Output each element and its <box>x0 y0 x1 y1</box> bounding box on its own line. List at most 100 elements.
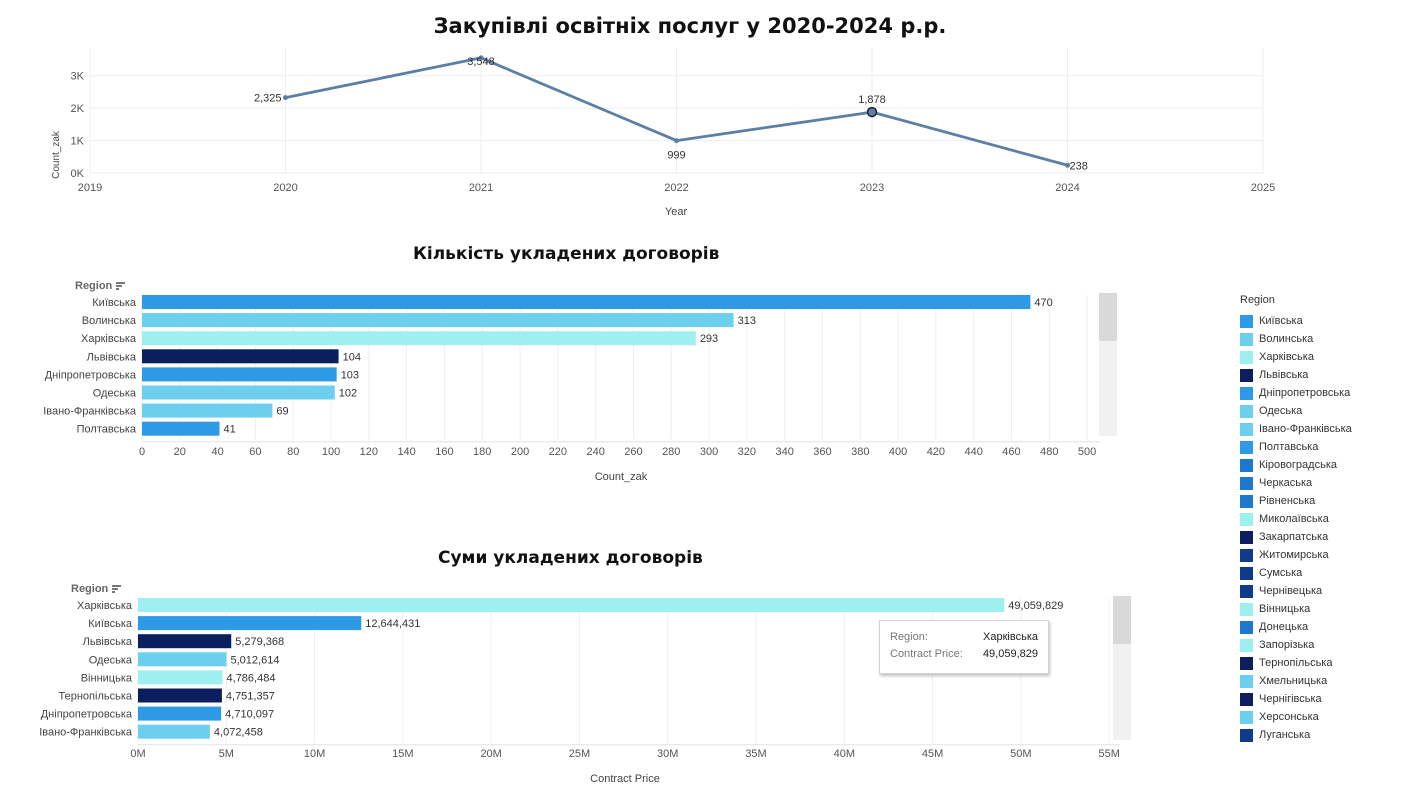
line-chart-point[interactable] <box>478 55 484 61</box>
legend-swatch <box>1240 728 1253 742</box>
sum-chart-bar[interactable] <box>138 616 362 631</box>
legend-item[interactable]: Волинська <box>1240 330 1410 348</box>
legend-item[interactable]: Тернопільська <box>1240 654 1410 672</box>
sum-chart-x-tick-label: 5M <box>219 748 234 760</box>
sort-icon[interactable] <box>116 282 126 290</box>
legend-item[interactable]: Закарпатська <box>1240 528 1410 546</box>
sum-chart-x-tick-label: 35M <box>745 748 766 760</box>
count-chart-bar[interactable] <box>142 385 335 400</box>
legend-swatch <box>1240 674 1253 688</box>
legend-item[interactable]: Одеська <box>1240 402 1410 420</box>
legend-swatch <box>1240 440 1253 454</box>
legend-item[interactable]: Запорізька <box>1240 636 1410 654</box>
count-chart-x-tick-label: 320 <box>738 446 756 458</box>
count-chart-bar[interactable] <box>142 403 273 418</box>
count-chart-data-label: 103 <box>341 369 359 381</box>
legend-item[interactable]: Рівненська <box>1240 492 1410 510</box>
count-chart-x-tick-label: 220 <box>549 446 567 458</box>
line-chart-axes: 2019 2020 2021 2022 2023 2024 2025 0K 1K 2K 3K <box>71 71 1276 194</box>
legend-swatch <box>1240 314 1253 328</box>
count-chart-bar[interactable] <box>142 349 339 364</box>
count-chart-scrollbar[interactable] <box>1099 293 1117 436</box>
count-chart-bars[interactable] <box>142 295 1031 436</box>
legend-item[interactable]: Харківська <box>1240 348 1410 366</box>
line-chart-point[interactable] <box>1065 162 1070 168</box>
legend-item-label: Львівська <box>1259 369 1309 381</box>
count-chart-bar[interactable] <box>142 313 734 328</box>
count-chart-bar[interactable] <box>142 295 1031 309</box>
line-chart-data-label: 2,325 <box>254 93 282 105</box>
line-chart-x-tick-label: 2024 <box>1055 182 1079 194</box>
legend-item[interactable]: Полтавська <box>1240 438 1410 456</box>
legend-item[interactable]: Чернівецька <box>1240 582 1410 600</box>
legend-item-label: Полтавська <box>1259 441 1319 453</box>
count-chart-x-tick-label: 280 <box>662 446 680 458</box>
count-chart-bar[interactable] <box>142 421 220 436</box>
legend-item[interactable]: Житомирська <box>1240 546 1410 564</box>
legend-item-label: Івано-Франківська <box>1259 423 1352 435</box>
count-chart-x-tick-label: 260 <box>624 446 642 458</box>
sum-chart-x-axis-title: Contract Price <box>590 773 660 785</box>
sum-chart-data-label: 5,012,614 <box>231 654 280 666</box>
legend-item-label: Закарпатська <box>1259 531 1329 543</box>
sum-chart-bars[interactable] <box>138 598 1005 739</box>
line-chart-x-tick-label: 2021 <box>469 182 493 194</box>
sum-chart-bar[interactable] <box>138 598 1005 612</box>
line-chart-point[interactable] <box>866 106 878 118</box>
legend-item-label: Луганська <box>1259 729 1311 741</box>
legend-item[interactable]: Чернігівська <box>1240 690 1410 708</box>
legend-item[interactable]: Київська <box>1240 312 1410 330</box>
count-chart-x-tick-label: 380 <box>851 446 869 458</box>
sum-chart-category-label: Харківська <box>77 600 133 612</box>
sum-chart-x-tick-label: 0M <box>130 748 145 760</box>
tooltip-region-key: Region: <box>890 631 928 643</box>
sum-chart-data-label: 4,751,357 <box>226 691 275 703</box>
count-chart-bar[interactable] <box>142 331 696 346</box>
sum-chart-bar[interactable] <box>138 688 222 703</box>
legend-item-label: Харківська <box>1259 351 1314 363</box>
legend-item[interactable]: Хмельницька <box>1240 672 1410 690</box>
line-chart-point[interactable] <box>674 138 679 144</box>
legend-item[interactable]: Кіровоградська <box>1240 456 1410 474</box>
line-chart-y-tick-label: 3K <box>71 71 85 83</box>
legend-item[interactable]: Луганська <box>1240 726 1410 744</box>
sum-chart-bar[interactable] <box>138 724 210 739</box>
count-chart-region-header[interactable]: Region <box>75 280 126 292</box>
line-chart-series[interactable] <box>283 55 1070 168</box>
sum-chart-scrollbar[interactable] <box>1113 596 1131 740</box>
count-chart-x-tick-label: 460 <box>1002 446 1020 458</box>
line-chart-x-tick-label: 2020 <box>273 182 297 194</box>
sum-chart-bar[interactable] <box>138 706 222 721</box>
legend-item[interactable]: Сумська <box>1240 564 1410 582</box>
legend-item[interactable]: Донецька <box>1240 618 1410 636</box>
legend-item[interactable]: Вінницька <box>1240 600 1410 618</box>
tooltip-price-key: Contract Price: <box>890 648 963 660</box>
sum-chart-scroll-thumb[interactable] <box>1113 596 1131 644</box>
legend-item[interactable]: Івано-Франківська <box>1240 420 1410 438</box>
legend-item-label: Сумська <box>1259 567 1303 579</box>
legend-item[interactable]: Львівська <box>1240 366 1410 384</box>
legend-swatch <box>1240 548 1253 562</box>
count-chart-bar[interactable] <box>142 367 337 382</box>
count-chart-category-label: Івано-Франківська <box>43 406 137 418</box>
line-chart-point[interactable] <box>283 95 288 101</box>
count-chart-data-label: 41 <box>223 424 235 436</box>
count-chart-scroll-thumb[interactable] <box>1099 293 1117 341</box>
legend-swatch <box>1240 404 1253 418</box>
sum-chart-region-header[interactable]: Region <box>71 583 122 595</box>
sum-chart-data-label: 4,072,458 <box>214 727 263 739</box>
legend-item-label: Житомирська <box>1259 549 1329 561</box>
count-chart-x-tick-label: 240 <box>586 446 604 458</box>
sum-chart-bar[interactable] <box>138 634 232 649</box>
legend-item[interactable]: Миколаївська <box>1240 510 1410 528</box>
sum-chart-bar[interactable] <box>138 670 223 685</box>
legend-item-label: Київська <box>1259 315 1303 327</box>
sum-chart-data-label: 12,644,431 <box>365 618 420 630</box>
legend-item[interactable]: Дніпропетровська <box>1240 384 1410 402</box>
legend-item-label: Вінницька <box>1259 603 1311 615</box>
sum-chart-bar[interactable] <box>138 652 227 667</box>
legend-item[interactable]: Херсонська <box>1240 708 1410 726</box>
count-chart-x-tick-label: 0 <box>139 446 145 458</box>
legend-item[interactable]: Черкаська <box>1240 474 1410 492</box>
sort-icon[interactable] <box>112 585 122 593</box>
